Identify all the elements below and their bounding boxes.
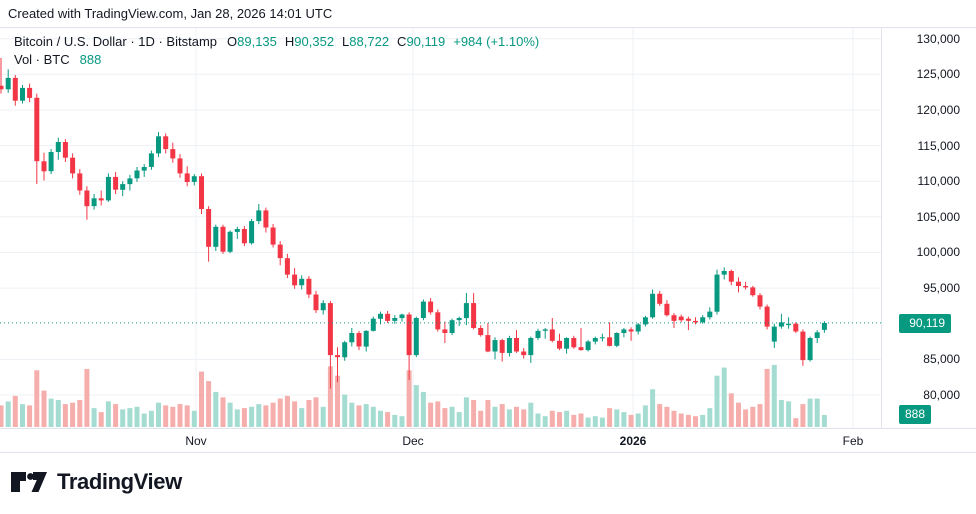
chart-legend[interactable]: Bitcoin / U.S. Dollar · 1D · Bitstamp O89… [14,33,539,69]
price-axis-label: 110,000 [917,174,961,188]
close-value: 90,119 [406,34,446,49]
time-axis-label: 2026 [619,434,647,448]
high-value: 90,352 [294,34,335,49]
price-axis-label: 105,000 [916,210,960,224]
price-axis-label: 95,000 [923,281,960,295]
change-value: +984 (+1.10%) [453,34,540,49]
volume-value: 888 [79,52,102,67]
price-axis-label: 120,000 [916,103,960,117]
low-ohlc: L88,722 [342,34,390,49]
price-axis-label: 115,000 [917,139,961,153]
current-price-badge: 90,119 [899,314,951,333]
price-axis-label: 85,000 [923,352,960,366]
low-value: 88,722 [349,34,390,49]
open-ohlc: O89,135 [227,34,277,49]
attribution-bar: Created with TradingView.com, Jan 28, 20… [0,0,976,28]
close-ohlc: C90,119 [397,34,446,49]
tradingview-logo-text: TradingView [57,469,182,494]
open-value: 89,135 [237,34,277,49]
time-axis[interactable]: Nov Dec 2026 Feb [0,428,976,453]
high-ohlc: H90,352 [284,34,335,49]
legend-volume-row: Vol · BTC 888 [14,51,539,69]
price-chart-pane[interactable] [0,0,881,453]
tradingview-logo-icon [11,472,47,492]
price-axis-label: 125,000 [916,67,960,81]
time-axis-label: Nov [185,434,207,448]
price-axis-label: 130,000 [916,32,960,46]
legend-symbol-row: Bitcoin / U.S. Dollar · 1D · Bitstamp O89… [14,33,539,51]
volume-label: Vol · BTC [14,52,70,67]
time-axis-label: Dec [402,434,424,448]
price-axis-label: 80,000 [923,388,960,402]
symbol-title[interactable]: Bitcoin / U.S. Dollar · 1D · Bitstamp [14,34,217,49]
footer-branding[interactable]: TradingView [10,462,182,502]
attribution-text: Created with TradingView.com, Jan 28, 20… [8,6,333,21]
price-axis[interactable]: 90,119 888 130,000 125,000 120,000 115,000 1… [881,28,976,452]
price-axis-label: 100,000 [916,245,960,259]
time-axis-label: Feb [842,434,864,448]
current-volume-badge: 888 [899,405,932,424]
